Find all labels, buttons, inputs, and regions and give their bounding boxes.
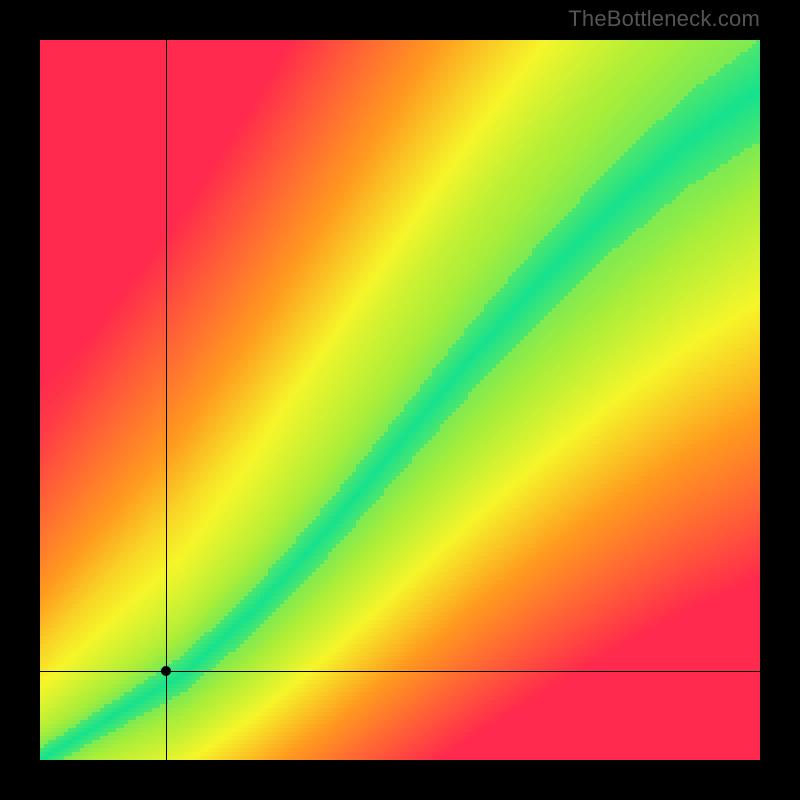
heatmap-canvas bbox=[40, 40, 760, 760]
crosshair-horizontal bbox=[40, 671, 760, 672]
crosshair-vertical bbox=[166, 40, 167, 760]
heatmap-plot bbox=[40, 40, 760, 760]
balance-marker bbox=[161, 666, 171, 676]
watermark-text: TheBottleneck.com bbox=[568, 6, 760, 32]
